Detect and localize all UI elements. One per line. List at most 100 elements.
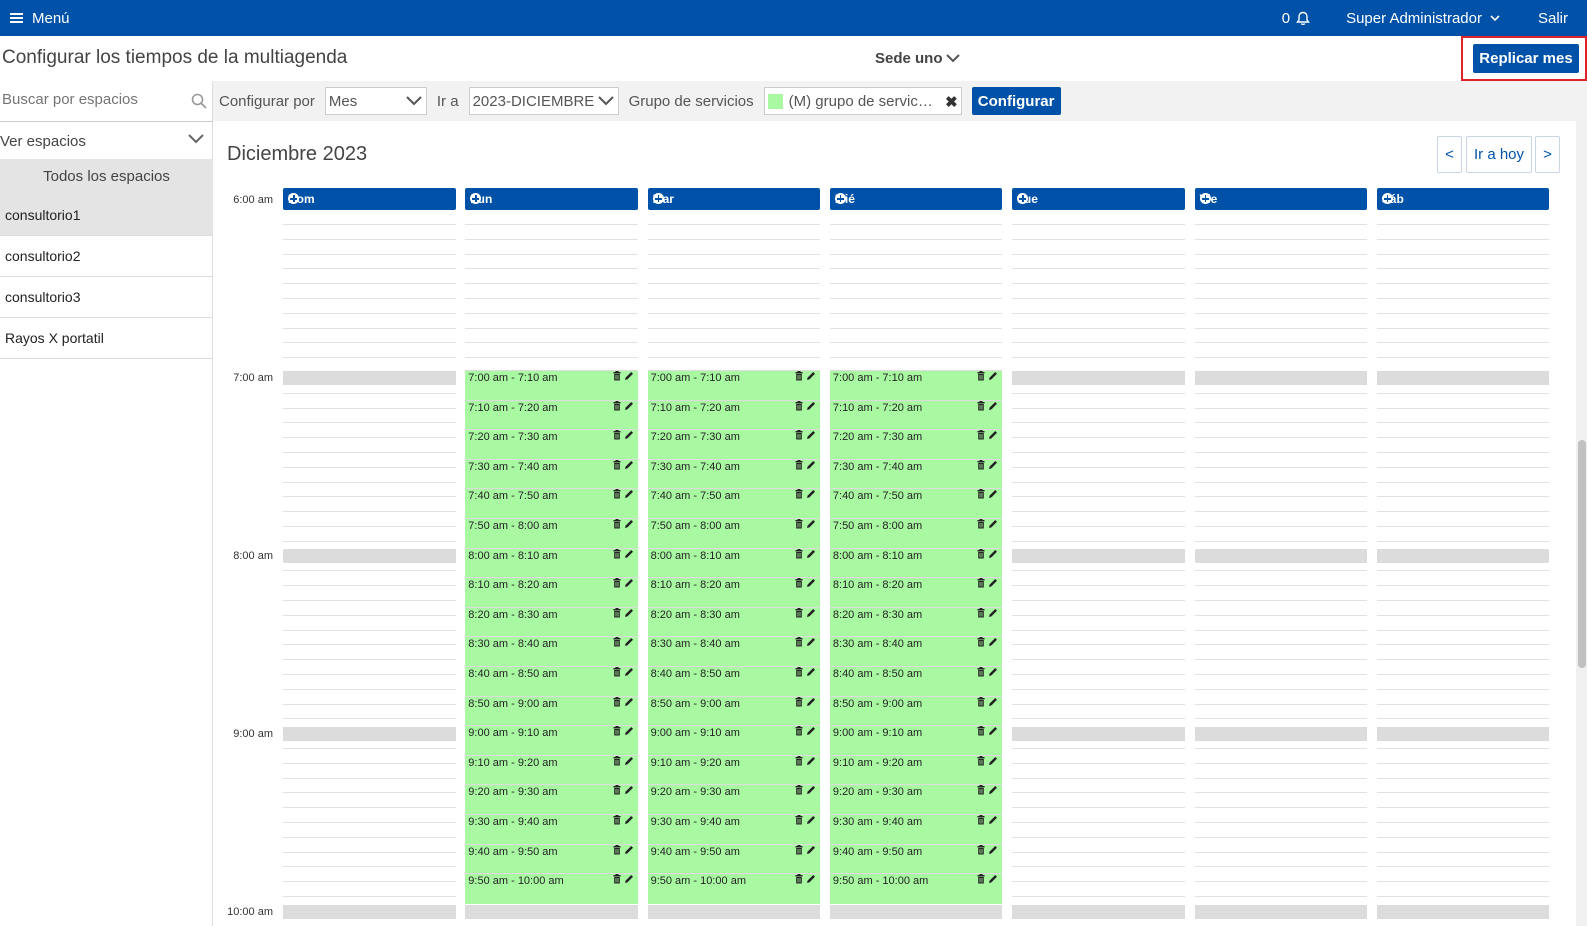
trash-icon[interactable] — [795, 400, 803, 411]
day-header[interactable]: Sáb — [1376, 188, 1550, 210]
pencil-icon[interactable] — [806, 608, 816, 618]
add-icon[interactable] — [470, 193, 482, 204]
pencil-icon[interactable] — [624, 460, 634, 470]
trash-icon[interactable] — [795, 667, 803, 677]
trash-icon[interactable] — [613, 667, 621, 677]
trash-icon[interactable] — [977, 607, 985, 618]
trash-icon[interactable] — [977, 844, 985, 855]
trash-icon[interactable] — [977, 430, 985, 440]
user-menu[interactable]: Super Administrador — [1346, 10, 1500, 27]
space-item[interactable]: consultorio1 — [0, 195, 213, 236]
trash-icon[interactable] — [795, 548, 803, 559]
time-slot[interactable]: 8:10 am - 8:20 am — [829, 577, 1003, 607]
trash-icon[interactable] — [977, 400, 985, 411]
trash-icon[interactable] — [795, 519, 803, 529]
time-slot[interactable]: 8:50 am - 9:00 am — [465, 695, 638, 726]
pencil-icon[interactable] — [806, 430, 816, 440]
time-slot[interactable]: 7:50 am - 8:00 am — [647, 518, 821, 548]
add-icon[interactable] — [652, 193, 664, 204]
trash-icon[interactable] — [795, 696, 803, 707]
pencil-icon[interactable] — [806, 489, 816, 499]
day-header[interactable]: Vie — [1194, 188, 1367, 210]
time-slot[interactable]: 9:30 am - 9:40 am — [829, 814, 1003, 844]
time-slot[interactable]: 8:50 am - 9:00 am — [829, 695, 1003, 726]
pencil-icon[interactable] — [806, 637, 816, 647]
time-slot[interactable]: 7:40 am - 7:50 am — [647, 488, 821, 518]
trash-icon[interactable] — [795, 607, 803, 618]
menu-button[interactable]: Menú — [10, 10, 70, 27]
pencil-icon[interactable] — [988, 549, 998, 559]
trash-icon[interactable] — [613, 400, 621, 411]
time-slot[interactable]: 8:20 am - 8:30 am — [647, 606, 821, 637]
pencil-icon[interactable] — [806, 667, 816, 677]
pencil-icon[interactable] — [806, 549, 816, 559]
pencil-icon[interactable] — [624, 608, 634, 618]
pencil-icon[interactable] — [988, 371, 998, 381]
time-slot[interactable]: 9:10 am - 9:20 am — [647, 754, 821, 785]
trash-icon[interactable] — [977, 785, 985, 795]
clear-icon[interactable]: ✖ — [945, 94, 958, 111]
trash-icon[interactable] — [613, 874, 621, 884]
prev-month-button[interactable]: < — [1437, 136, 1462, 173]
configure-by-select[interactable]: Mes — [324, 87, 427, 115]
add-icon[interactable] — [288, 193, 299, 204]
add-icon[interactable] — [834, 193, 846, 204]
day-header[interactable]: Dom — [283, 188, 456, 210]
day-header[interactable]: Mié — [829, 188, 1003, 210]
pencil-icon[interactable] — [624, 815, 634, 825]
pencil-icon[interactable] — [988, 874, 998, 884]
scrollbar-thumb[interactable] — [1578, 440, 1586, 668]
pencil-icon[interactable] — [988, 697, 998, 707]
time-slot[interactable]: 9:00 am - 9:10 am — [465, 725, 638, 755]
add-icon[interactable] — [1017, 193, 1029, 204]
time-slot[interactable]: 8:10 am - 8:20 am — [647, 577, 821, 607]
pencil-icon[interactable] — [988, 845, 998, 855]
time-slot[interactable]: 7:50 am - 8:00 am — [465, 518, 638, 548]
configure-button[interactable]: Configurar — [971, 87, 1061, 115]
pencil-icon[interactable] — [624, 430, 634, 440]
pencil-icon[interactable] — [988, 815, 998, 825]
pencil-icon[interactable] — [624, 578, 634, 588]
trash-icon[interactable] — [977, 519, 985, 529]
trash-icon[interactable] — [977, 637, 985, 647]
today-button[interactable]: Ir a hoy — [1466, 136, 1532, 173]
time-slot[interactable]: 7:00 am - 7:10 am — [465, 370, 638, 400]
day-header[interactable]: Jue — [1012, 188, 1185, 210]
pencil-icon[interactable] — [988, 726, 998, 736]
pencil-icon[interactable] — [624, 549, 634, 559]
trash-icon[interactable] — [613, 607, 621, 618]
time-slot[interactable]: 9:40 am - 9:50 am — [647, 843, 821, 874]
pencil-icon[interactable] — [624, 371, 634, 381]
trash-icon[interactable] — [795, 874, 803, 884]
trash-icon[interactable] — [795, 459, 803, 470]
time-slot[interactable]: 7:40 am - 7:50 am — [465, 488, 638, 518]
space-search-input[interactable] — [2, 91, 182, 108]
trash-icon[interactable] — [795, 371, 803, 381]
day-header[interactable]: Mar — [647, 188, 821, 210]
time-slot[interactable]: 8:20 am - 8:30 am — [465, 606, 638, 637]
pencil-icon[interactable] — [806, 756, 816, 766]
trash-icon[interactable] — [795, 726, 803, 736]
time-slot[interactable]: 8:00 am - 8:10 am — [465, 547, 638, 578]
all-spaces-item[interactable]: Todos los espacios — [0, 159, 213, 195]
trash-icon[interactable] — [613, 459, 621, 470]
trash-icon[interactable] — [795, 785, 803, 795]
time-slot[interactable]: 9:00 am - 9:10 am — [647, 725, 821, 755]
pencil-icon[interactable] — [624, 667, 634, 677]
trash-icon[interactable] — [977, 578, 985, 588]
trash-icon[interactable] — [613, 371, 621, 381]
trash-icon[interactable] — [613, 489, 621, 499]
pencil-icon[interactable] — [806, 874, 816, 884]
pencil-icon[interactable] — [988, 489, 998, 499]
trash-icon[interactable] — [795, 755, 803, 766]
pencil-icon[interactable] — [988, 401, 998, 411]
pencil-icon[interactable] — [624, 489, 634, 499]
trash-icon[interactable] — [613, 430, 621, 440]
space-item[interactable]: consultorio2 — [0, 236, 213, 277]
time-slot[interactable]: 8:30 am - 8:40 am — [465, 636, 638, 666]
time-slot[interactable]: 9:40 am - 9:50 am — [829, 843, 1003, 874]
pencil-icon[interactable] — [624, 756, 634, 766]
time-slot[interactable]: 9:40 am - 9:50 am — [465, 843, 638, 874]
trash-icon[interactable] — [977, 459, 985, 470]
time-slot[interactable]: 9:20 am - 9:30 am — [647, 784, 821, 814]
